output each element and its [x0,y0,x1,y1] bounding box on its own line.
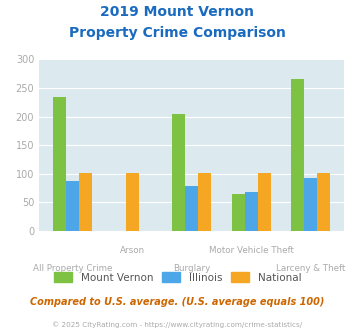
Text: All Property Crime: All Property Crime [33,264,112,273]
Bar [79,173,92,231]
Bar [304,178,317,231]
Bar [126,173,139,231]
Bar [66,181,79,231]
Text: Property Crime Comparison: Property Crime Comparison [69,26,286,40]
Bar [198,173,211,231]
Text: Arson: Arson [120,246,145,255]
Bar [231,194,245,231]
Bar [258,173,271,231]
Text: Motor Vehicle Theft: Motor Vehicle Theft [209,246,294,255]
Bar [172,114,185,231]
Bar [291,80,304,231]
Text: 2019 Mount Vernon: 2019 Mount Vernon [100,5,255,19]
Bar [245,191,258,231]
Text: Larceny & Theft: Larceny & Theft [276,264,345,273]
Text: © 2025 CityRating.com - https://www.cityrating.com/crime-statistics/: © 2025 CityRating.com - https://www.city… [53,322,302,328]
Text: Compared to U.S. average. (U.S. average equals 100): Compared to U.S. average. (U.S. average … [30,297,325,307]
Bar [185,186,198,231]
Legend: Mount Vernon, Illinois, National: Mount Vernon, Illinois, National [51,269,304,286]
Bar [53,97,66,231]
Bar [317,173,331,231]
Text: Burglary: Burglary [173,264,210,273]
